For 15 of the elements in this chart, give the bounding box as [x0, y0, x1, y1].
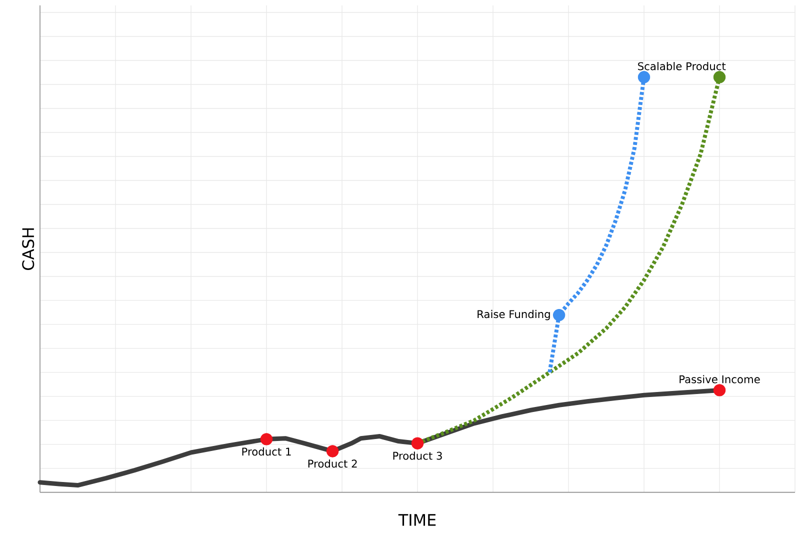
annotation: Product 1	[242, 447, 291, 456]
point	[411, 437, 424, 450]
point	[552, 308, 566, 321]
annotation: Product 3	[393, 451, 442, 460]
point	[260, 432, 273, 446]
annotation: Raise Funding	[478, 310, 550, 320]
text: Scalable Product	[638, 62, 726, 70]
point	[638, 70, 650, 84]
point	[713, 70, 726, 84]
point	[713, 384, 726, 396]
x-axis-title: TIME	[398, 514, 436, 526]
point	[326, 444, 339, 458]
y-axis-title: CASH	[22, 228, 34, 270]
annotation: Passive Income	[680, 374, 760, 384]
annotation: Product 2	[308, 459, 357, 468]
